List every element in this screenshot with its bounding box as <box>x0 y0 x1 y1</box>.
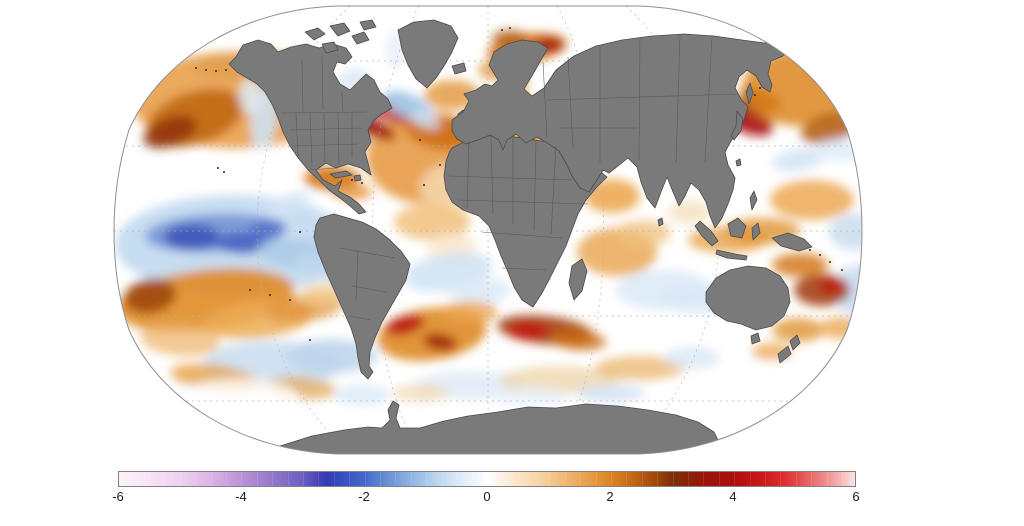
colorbar-tick-label: 4 <box>729 489 737 504</box>
philippines <box>749 190 758 211</box>
indonesia <box>694 217 813 261</box>
iceland <box>451 62 467 75</box>
madagascar <box>568 258 588 301</box>
colorbar-tick-label: 0 <box>483 489 491 504</box>
taiwan <box>735 158 742 167</box>
south-america <box>313 213 411 380</box>
colorbar-tick-label: 2 <box>606 489 614 504</box>
cuba-hispaniola <box>329 170 362 182</box>
island-specks <box>195 27 843 341</box>
sri-lanka <box>657 217 664 227</box>
colorbar-tick-label: -4 <box>235 489 247 504</box>
colorbar-tick-label: -2 <box>358 489 370 504</box>
colorbar-gradient <box>118 471 856 487</box>
arctic-islands <box>304 19 377 54</box>
colorbar-tick-label: 6 <box>852 489 860 504</box>
australia <box>705 265 791 331</box>
new-zealand <box>777 334 801 364</box>
tasmania <box>750 332 761 345</box>
antarctica <box>275 400 725 454</box>
country-state-borders <box>280 34 739 321</box>
greenland <box>397 19 459 89</box>
japan <box>730 110 744 141</box>
colorbar-tick-labels: -6 -4 -2 0 2 4 6 <box>112 489 860 505</box>
map-outline <box>113 5 863 455</box>
colorbar: -6 -4 -2 0 2 4 6 <box>112 471 860 505</box>
sakhalin <box>745 82 754 105</box>
colorbar-tick-label: -6 <box>112 489 124 504</box>
